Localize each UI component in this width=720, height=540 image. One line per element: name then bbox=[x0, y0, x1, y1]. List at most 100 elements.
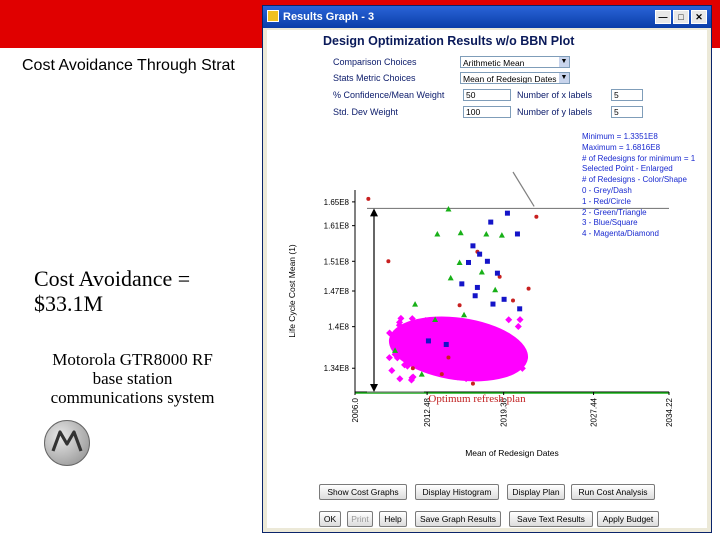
legend-magenta: 4 - Magenta/Diamond bbox=[582, 229, 659, 239]
magenta-diamond bbox=[454, 373, 462, 381]
x-tick-label: 2034.22 bbox=[665, 397, 674, 426]
green-triangle-point bbox=[418, 371, 425, 377]
legend-selected: Selected Point - Enlarged bbox=[582, 164, 673, 174]
blue-square-point bbox=[514, 231, 520, 237]
bracket-arrow-down bbox=[370, 384, 378, 392]
magenta-diamond bbox=[462, 375, 470, 383]
magenta-diamond bbox=[388, 366, 396, 374]
xlabels-field[interactable]: 5 bbox=[611, 89, 643, 101]
y-axis-label: Life Cycle Cost Mean (1) bbox=[287, 244, 297, 338]
magenta-diamond bbox=[461, 356, 469, 364]
green-triangle-point bbox=[412, 301, 419, 307]
save-graph-results-button[interactable]: Save Graph Results bbox=[415, 511, 501, 527]
x-tick-label: 2027.44 bbox=[590, 397, 599, 426]
red-circle-point bbox=[526, 286, 531, 291]
comparison-select[interactable]: Arithmetic Mean ▼ bbox=[460, 56, 570, 68]
x-tick-label: 2006.0 bbox=[351, 397, 360, 422]
magenta-diamond bbox=[479, 359, 487, 367]
magenta-diamond bbox=[424, 346, 432, 354]
magenta-diamond bbox=[385, 354, 393, 362]
magenta-diamond bbox=[451, 350, 459, 358]
magenta-diamond bbox=[484, 333, 492, 341]
green-triangle-point bbox=[483, 230, 490, 237]
magenta-diamond bbox=[477, 322, 485, 330]
x-axis-label: Mean of Redesign Dates bbox=[465, 448, 559, 458]
legend-blue: 3 - Blue/Square bbox=[582, 218, 638, 228]
magenta-diamond bbox=[514, 322, 522, 330]
red-circle-point bbox=[386, 259, 391, 264]
red-circle-point bbox=[497, 274, 502, 279]
magenta-diamond bbox=[448, 322, 456, 330]
run-cost-analysis-button[interactable]: Run Cost Analysis bbox=[571, 484, 655, 500]
x-tick-label: 2019.36 bbox=[500, 397, 509, 426]
comparison-label: Comparison Choices bbox=[333, 57, 417, 67]
optimum-annotation: Optimum refresh plan bbox=[428, 393, 526, 405]
ok-button[interactable]: OK bbox=[319, 511, 341, 527]
magenta-diamond bbox=[386, 329, 394, 337]
std-label: Std. Dev Weight bbox=[333, 107, 398, 117]
red-circle-point bbox=[534, 214, 539, 219]
minimize-icon: — bbox=[658, 12, 668, 22]
chevron-down-icon: ▼ bbox=[559, 57, 569, 67]
legend-maximum: Maximum = 1.6816E8 bbox=[582, 142, 661, 152]
cost-line-1: Cost Avoidance = bbox=[34, 266, 191, 291]
blue-square-point bbox=[494, 270, 500, 276]
magenta-diamond bbox=[401, 348, 409, 356]
close-button[interactable]: ✕ bbox=[691, 10, 707, 24]
display-plan-button[interactable]: Display Plan bbox=[507, 484, 565, 500]
stats-legend: Minimum = 1.3351E8 Maximum = 1.6816E8 # … bbox=[582, 132, 695, 240]
scatter-chart[interactable]: 1.65E8 1.61E8 1.51E8 1.47E8 1.4E8 1.34E8 2006.… bbox=[277, 170, 697, 470]
magenta-diamond bbox=[402, 327, 410, 335]
magenta-diamond bbox=[422, 328, 430, 336]
magenta-diamond bbox=[403, 362, 411, 370]
magenta-diamond bbox=[422, 316, 430, 324]
magenta-diamond bbox=[489, 336, 497, 344]
legend-color-shape: # of Redesigns - Color/Shape bbox=[582, 175, 687, 185]
cost-line-2: $33.1M bbox=[34, 291, 104, 316]
show-cost-graphs-button[interactable]: Show Cost Graphs bbox=[319, 484, 407, 500]
magenta-diamond bbox=[453, 341, 461, 349]
magenta-diamond bbox=[489, 368, 497, 376]
stats-select[interactable]: Mean of Redesign Dates ▼ bbox=[460, 72, 570, 84]
confidence-field[interactable]: 50 bbox=[463, 89, 511, 101]
magenta-diamond bbox=[516, 316, 524, 324]
xlabels-label: Number of x labels bbox=[517, 90, 593, 100]
blue-square-point bbox=[474, 284, 480, 290]
blue-square-point bbox=[472, 293, 478, 299]
comparison-value: Arithmetic Mean bbox=[463, 58, 525, 68]
green-triangle-point bbox=[445, 206, 452, 212]
magenta-diamond bbox=[505, 316, 513, 324]
plot-heading: Design Optimization Results w/o BBN Plot bbox=[323, 34, 575, 48]
help-button[interactable]: Help bbox=[379, 511, 407, 527]
std-field[interactable]: 100 bbox=[463, 106, 511, 118]
green-triangle-point bbox=[392, 347, 399, 353]
ylabels-field[interactable]: 5 bbox=[611, 106, 643, 118]
product-line-1: Motorola GTR8000 RF bbox=[52, 350, 213, 369]
maximize-button[interactable]: □ bbox=[673, 10, 689, 24]
red-circle-point bbox=[511, 298, 516, 303]
green-triangle-point bbox=[432, 316, 439, 323]
green-triangle-point bbox=[447, 274, 454, 281]
magenta-diamond bbox=[448, 370, 456, 378]
stats-label: Stats Metric Choices bbox=[333, 73, 416, 83]
magenta-diamond bbox=[503, 367, 511, 375]
print-button[interactable]: Print bbox=[347, 511, 373, 527]
stats-value: Mean of Redesign Dates bbox=[463, 74, 557, 84]
legend-green: 2 - Green/Triangle bbox=[582, 207, 647, 217]
red-circle-point bbox=[366, 196, 371, 201]
magenta-diamond bbox=[460, 324, 468, 332]
red-circle-point bbox=[439, 372, 444, 377]
save-text-results-button[interactable]: Save Text Results bbox=[509, 511, 593, 527]
display-histogram-button[interactable]: Display Histogram bbox=[415, 484, 499, 500]
blue-square-point bbox=[443, 341, 449, 347]
y-tick-label: 1.65E8 bbox=[324, 198, 350, 207]
app-icon bbox=[267, 10, 279, 22]
magenta-diamond bbox=[495, 368, 503, 376]
apply-budget-button[interactable]: Apply Budget bbox=[597, 511, 659, 527]
window-titlebar[interactable]: Results Graph - 3 — □ ✕ bbox=[263, 6, 711, 28]
blue-square-point bbox=[501, 296, 507, 302]
magenta-diamond bbox=[518, 356, 526, 364]
minimize-button[interactable]: — bbox=[655, 10, 671, 24]
y-tick-label: 1.4E8 bbox=[328, 323, 349, 332]
green-triangle-point bbox=[456, 259, 463, 265]
